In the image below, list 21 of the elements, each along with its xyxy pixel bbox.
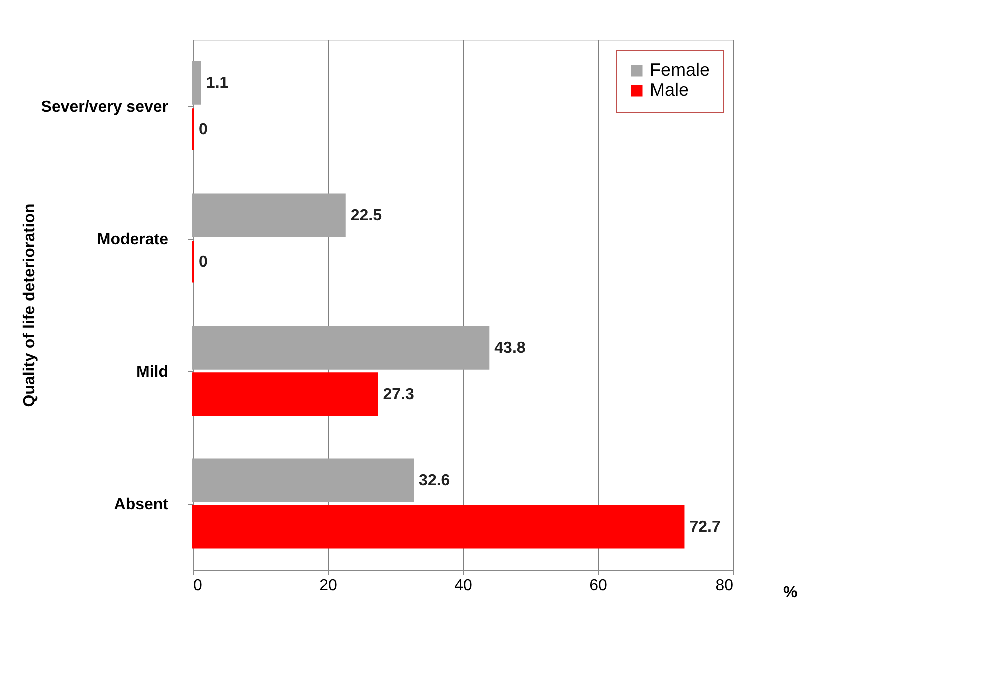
data-label: 1.1	[206, 75, 229, 92]
y-tick-label: Mild	[136, 364, 168, 381]
data-label: 0	[199, 254, 208, 271]
data-label: 32.6	[419, 472, 450, 490]
x-tick-label: 60	[590, 578, 608, 594]
x-tick-label: 40	[454, 578, 472, 594]
x-axis-title: %	[784, 584, 798, 602]
data-label: 27.3	[383, 386, 415, 404]
data-label: 22.5	[350, 208, 382, 225]
x-tick-label: 20	[320, 578, 338, 594]
data-label: 0	[199, 121, 208, 138]
y-axis-title: Quality of life deterioration	[21, 204, 38, 408]
x-tick-label: 80	[716, 578, 734, 594]
x-tick-label: 0	[194, 578, 202, 594]
data-label: 72.7	[690, 518, 721, 536]
y-tick-label: Sever/very sever	[41, 98, 168, 116]
y-tick-label: Moderate	[97, 231, 169, 248]
legend-label: Female	[650, 60, 710, 80]
data-label: 43.8	[494, 340, 526, 358]
legend-label: Male	[650, 80, 690, 100]
y-tick-label: Absent	[114, 496, 170, 514]
